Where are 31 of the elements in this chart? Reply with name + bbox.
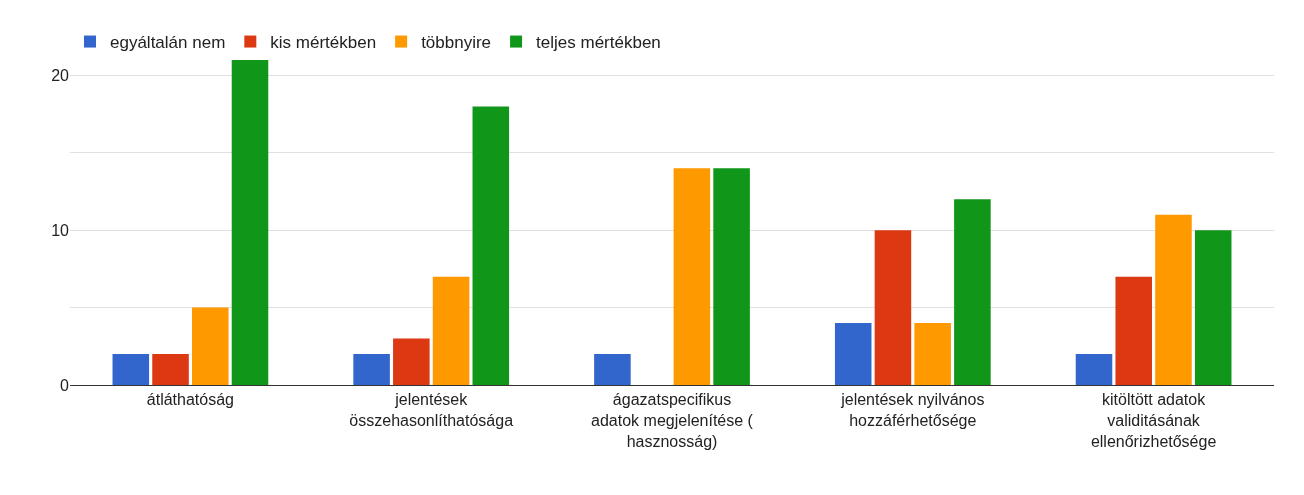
y-tick-label: 0 — [60, 376, 70, 394]
bar — [152, 354, 189, 385]
legend-label: többnyire — [421, 33, 492, 53]
bar — [1194, 230, 1232, 385]
bar — [1115, 276, 1153, 385]
bar — [834, 323, 872, 385]
bar — [231, 60, 269, 385]
bar — [393, 338, 430, 385]
bar — [954, 199, 991, 385]
legend-label: kis mértékben — [270, 33, 377, 53]
bar — [1155, 214, 1192, 385]
y-tick-label: 10 — [51, 221, 70, 239]
bar — [353, 354, 390, 385]
x-tick-label: ágazatspecifikus adatok megjelenítése ( hasznosság) — [591, 391, 754, 450]
legend-label: egyáltalán nem — [110, 33, 226, 53]
x-tick-label: jelentések összehasonlíthatósága — [349, 391, 514, 429]
bar — [713, 168, 750, 385]
legend-label: teljes mértékben — [536, 33, 661, 53]
bar — [673, 168, 711, 385]
x-tick-label: kitöltött adatok validitásának ellenőrizhetősége — [1090, 391, 1217, 450]
bar — [472, 106, 510, 385]
bar — [914, 323, 951, 385]
bar — [594, 354, 631, 385]
x-tick-label: jelentések nyilvános hozzáférhetősége — [840, 391, 985, 429]
bar — [1075, 354, 1113, 385]
bar — [191, 307, 229, 385]
bar — [112, 354, 150, 385]
bar — [874, 230, 912, 385]
bar — [432, 276, 470, 385]
x-tick-label: átláthatóság — [146, 391, 234, 409]
y-tick-label: 20 — [51, 67, 70, 85]
